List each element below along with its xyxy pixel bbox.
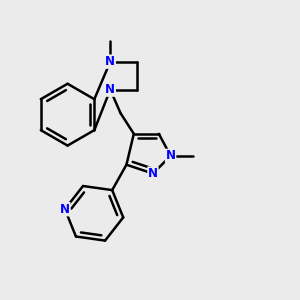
Text: N: N [60, 203, 70, 216]
Text: N: N [105, 55, 115, 68]
Text: N: N [166, 149, 176, 162]
Text: N: N [105, 83, 115, 96]
Text: N: N [148, 167, 158, 180]
